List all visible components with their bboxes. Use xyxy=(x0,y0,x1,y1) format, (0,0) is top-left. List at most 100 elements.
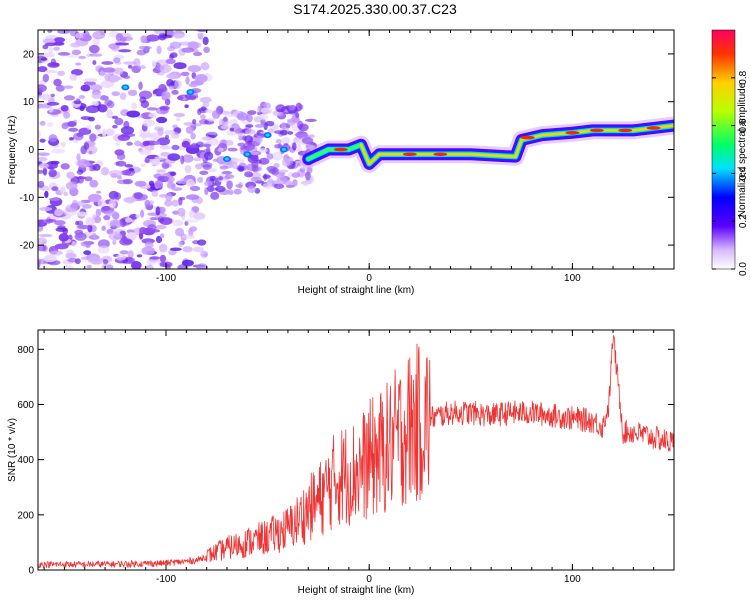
noise-blob xyxy=(92,163,101,171)
noise-blob xyxy=(104,99,113,106)
noise-blob xyxy=(202,164,212,170)
bottom-ytick-label: 600 xyxy=(17,400,34,411)
colorbar-tick-label: 0.8 xyxy=(738,70,749,84)
noise-blob xyxy=(189,226,198,232)
noise-blob xyxy=(95,65,104,73)
noise-blob xyxy=(94,124,101,130)
noise-blob xyxy=(229,127,235,132)
noise-blob xyxy=(181,140,191,148)
noise-blob xyxy=(39,138,46,143)
noise-blob xyxy=(200,62,210,71)
noise-blob xyxy=(182,154,194,163)
noise-blob xyxy=(38,130,41,139)
noise-blob xyxy=(247,185,256,194)
colorbar-tick-label: 0.0 xyxy=(738,262,749,276)
noise-blob xyxy=(42,38,56,44)
noise-blob xyxy=(244,135,253,144)
noise-blob xyxy=(88,150,93,155)
noise-blob xyxy=(165,264,171,269)
noise-blob xyxy=(189,185,201,192)
noise-blob xyxy=(117,134,131,141)
noise-blob xyxy=(48,134,58,143)
chart-title: S174.2025.330.00.37.C23 xyxy=(293,1,457,17)
noise-blob xyxy=(80,145,87,155)
noise-blob xyxy=(114,67,124,75)
noise-blob xyxy=(92,214,97,219)
noise-blob xyxy=(123,120,130,129)
noise-blob xyxy=(165,58,176,65)
noise-blob xyxy=(250,176,262,182)
noise-blob xyxy=(287,119,296,126)
noise-blob xyxy=(38,244,47,252)
noise-blob xyxy=(161,90,171,100)
noise-blob xyxy=(122,36,134,41)
bright-spot xyxy=(281,148,286,151)
noise-blob xyxy=(207,117,216,122)
noise-blob xyxy=(164,98,171,106)
noise-blob xyxy=(173,112,186,118)
noise-blob xyxy=(140,163,146,167)
noise-blob xyxy=(124,164,134,168)
noise-blob xyxy=(267,128,275,134)
noise-blob xyxy=(102,128,107,138)
colorbar-tick-label: 0.2 xyxy=(738,214,749,228)
noise-blob xyxy=(250,151,260,156)
top-ytick-label: -10 xyxy=(20,193,35,204)
noise-blob xyxy=(43,254,57,263)
noise-blob xyxy=(141,246,155,255)
noise-blob xyxy=(201,136,213,141)
noise-blob xyxy=(197,176,204,183)
noise-blob xyxy=(156,45,162,55)
ridge-core xyxy=(359,143,371,166)
noise-blob xyxy=(180,155,185,165)
noise-blob xyxy=(157,128,164,137)
noise-blob xyxy=(67,120,77,127)
bottom-xtick-label: 0 xyxy=(366,574,372,585)
noise-blob xyxy=(91,260,103,265)
top-ytick-label: 10 xyxy=(23,97,35,108)
noise-blob xyxy=(112,124,118,129)
noise-blob xyxy=(145,34,160,42)
noise-blob xyxy=(108,232,123,241)
bottom-xtick-label: 100 xyxy=(564,574,581,585)
noise-blob xyxy=(51,186,59,192)
noise-blob xyxy=(114,117,124,126)
noise-blob xyxy=(159,145,171,150)
noise-blob xyxy=(174,79,182,89)
noise-blob xyxy=(97,245,110,254)
snr-series-line xyxy=(38,334,674,569)
noise-blob xyxy=(199,96,212,103)
noise-blob xyxy=(175,117,181,122)
noise-blob xyxy=(107,74,120,83)
noise-blob xyxy=(131,102,138,110)
noise-blob xyxy=(38,156,48,162)
noise-blob xyxy=(42,44,49,50)
noise-blob xyxy=(50,160,60,165)
noise-blob xyxy=(288,105,296,111)
noise-blob xyxy=(171,89,179,95)
noise-blob xyxy=(227,188,234,195)
noise-blob xyxy=(273,183,285,189)
noise-blob xyxy=(268,169,277,174)
noise-blob xyxy=(63,95,76,101)
noise-blob xyxy=(262,183,274,189)
noise-blob xyxy=(126,141,133,146)
noise-blob xyxy=(240,146,245,150)
noise-blob xyxy=(86,166,91,171)
noise-blob xyxy=(182,246,193,253)
bottom-ytick-label: 400 xyxy=(17,455,34,466)
noise-blob xyxy=(135,214,141,219)
noise-blob xyxy=(71,68,84,76)
noise-blob xyxy=(50,93,55,98)
top-ytick-label: 0 xyxy=(28,145,34,156)
noise-blob xyxy=(102,67,116,73)
noise-blob xyxy=(237,133,244,138)
noise-blob xyxy=(156,169,166,173)
noise-blob xyxy=(127,89,138,97)
noise-blob xyxy=(138,81,143,90)
noise-blob xyxy=(44,190,49,199)
noise-blob xyxy=(120,169,132,176)
noise-blob xyxy=(169,247,182,252)
noise-blob xyxy=(44,70,58,74)
noise-blob xyxy=(47,61,60,68)
